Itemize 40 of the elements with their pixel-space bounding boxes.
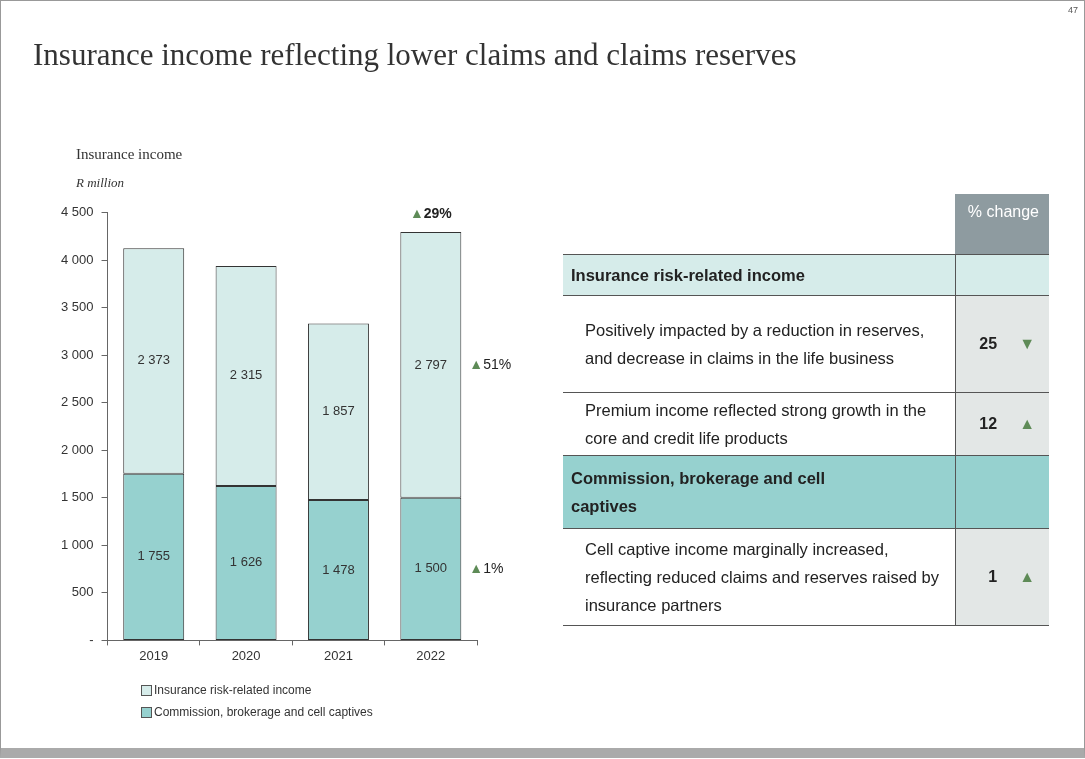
x-tick-label: 2019 <box>139 647 169 663</box>
data-label: 1 755 <box>137 548 170 564</box>
data-label: 2 797 <box>414 356 448 372</box>
chart-title: Insurance income reflecting lower claims and claims reserves <box>33 37 797 73</box>
y-tick-label: 4 000 <box>60 251 94 267</box>
x-tick-label: 2022 <box>416 647 446 663</box>
data-label: 1 626 <box>229 554 263 570</box>
y-tick-label: 1 000 <box>60 536 94 552</box>
chart-subtitle: Insurance income <box>76 146 183 163</box>
text: 47 <box>1067 5 1078 15</box>
y-tick-label: - <box>89 631 94 647</box>
legend-label: Insurance risk-related income <box>154 683 312 697</box>
data-label: 2 373 <box>137 352 170 368</box>
legend-label: Commission, brokerage and cell captives <box>154 705 373 719</box>
y-tick-label: 3 000 <box>60 346 94 362</box>
data-label: 1 478 <box>322 561 355 577</box>
data-label: 1 857 <box>322 403 355 419</box>
y-tick-label: 4 500 <box>60 204 94 220</box>
x-tick-label: 2020 <box>231 647 261 663</box>
y-tick-label: 500 <box>71 584 94 600</box>
text: 1 ▲ <box>988 568 1035 585</box>
y-tick-label: 3 500 <box>60 299 94 315</box>
annotation: ▲51% <box>469 355 512 372</box>
text: % change <box>955 194 1049 254</box>
category-label: Premium income reflected strong growth in the core and credit life products <box>584 400 928 449</box>
category-label: Cell captive income marginally increased, reflecting reduced claims and reserves raised by insurance partners <box>584 539 940 616</box>
y-tick-label: 1 500 <box>60 489 94 505</box>
category-label: Insurance risk-related income <box>570 265 806 286</box>
category-label: Commission, brokerage and cell captives <box>570 468 826 517</box>
data-label: 1 500 <box>414 560 448 576</box>
annotation: ▲29% <box>409 204 453 221</box>
annotation: ▲1% <box>469 559 504 576</box>
y-tick-label: 2 500 <box>60 394 94 410</box>
category-label: Positively impacted by a reduction in reserves, and decrease in claims in the life business <box>584 320 926 369</box>
y-axis-title: R million <box>76 175 125 191</box>
text: 25 ▼ <box>979 335 1035 352</box>
y-tick-label: 2 000 <box>60 441 94 457</box>
text: 12 ▲ <box>979 415 1035 432</box>
data-label: 2 315 <box>229 367 263 383</box>
x-tick-label: 2021 <box>323 647 353 663</box>
